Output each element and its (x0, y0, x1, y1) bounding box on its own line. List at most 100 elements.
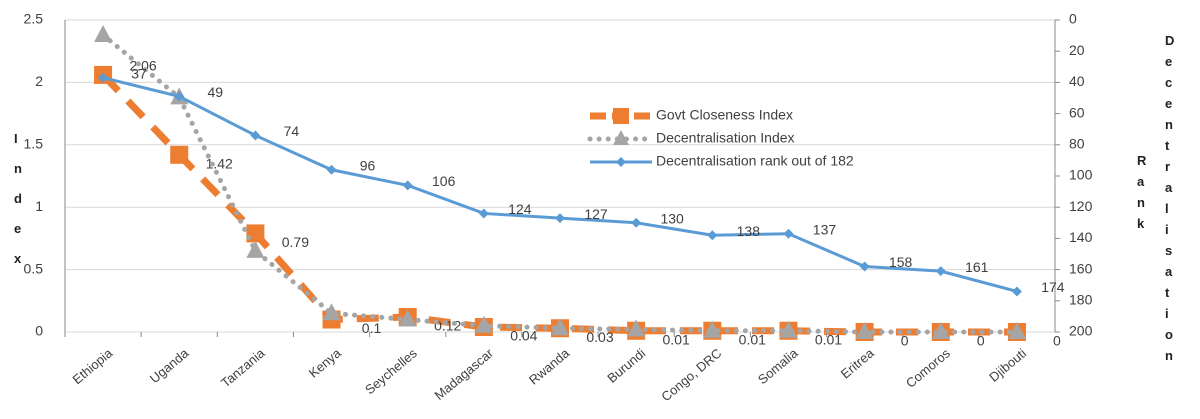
y2-tick-label: 80 (1069, 136, 1085, 152)
data-label: 0.01 (815, 331, 842, 347)
y2-axis-letter: n (1137, 195, 1145, 210)
x-tick-label: Kenya (306, 345, 344, 381)
data-label: 0.04 (510, 328, 537, 344)
y2-axis-letter: c (1165, 75, 1172, 90)
marker (859, 261, 870, 272)
marker (326, 164, 337, 175)
marker (402, 180, 413, 191)
y2-axis-letter: l (1165, 201, 1169, 216)
data-label: 49 (207, 84, 223, 100)
y2-axis-letter: n (1165, 117, 1173, 132)
series-line (100, 72, 1017, 336)
marker (555, 213, 565, 224)
series-line (102, 76, 1018, 293)
y2-tick-label: 0 (1069, 11, 1077, 27)
marker (935, 266, 946, 277)
legend-marker (616, 157, 626, 167)
data-label: 1.42 (206, 155, 233, 171)
legend-label: Decentralisation rank out of 182 (656, 153, 854, 169)
marker (931, 322, 950, 339)
y2-axis-letter: t (1165, 285, 1170, 300)
legend-label: Decentralisation Index (656, 130, 795, 146)
x-tick-label: Rwanda (526, 345, 573, 388)
data-label: 0.01 (739, 331, 766, 347)
marker (246, 240, 265, 258)
y2-tick-label: 20 (1069, 42, 1085, 58)
marker (322, 303, 341, 321)
marker (703, 320, 722, 338)
x-tick-label: Burundi (604, 345, 648, 385)
y2-tick-label: 140 (1069, 229, 1093, 245)
x-tick-label: Madagascar (432, 345, 497, 403)
data-label: 37 (131, 65, 147, 81)
data-label: 96 (360, 157, 376, 173)
data-label: 74 (284, 123, 300, 139)
y-axis-letter: n (14, 161, 22, 176)
data-label: 127 (584, 206, 608, 222)
data-label: 0.01 (663, 331, 690, 347)
marker (474, 315, 493, 333)
y2-axis-letter: s (1165, 243, 1172, 258)
y2-axis-letter: R (1137, 153, 1147, 168)
data-label: 137 (813, 221, 837, 237)
marker (478, 208, 489, 219)
x-tick-label: Uganda (147, 345, 192, 386)
y-tick-label: 2 (35, 73, 43, 89)
marker (1007, 322, 1026, 339)
y-axis-letter: x (14, 251, 22, 266)
data-label: 158 (889, 254, 913, 270)
marker (98, 72, 109, 83)
y2-axis-letter: e (1165, 96, 1172, 111)
data-label: 0.1 (362, 320, 382, 336)
y2-axis-letter: a (1165, 264, 1173, 279)
series-line (100, 32, 1020, 335)
data-label: 138 (737, 223, 761, 239)
x-tick-label: Djibouti (986, 345, 1029, 384)
y2-tick-label: 200 (1069, 323, 1093, 339)
y2-axis-letter: r (1165, 159, 1170, 174)
data-label: 0 (901, 333, 909, 349)
marker (174, 91, 185, 102)
data-label: 0 (1053, 333, 1061, 349)
data-label: 161 (965, 259, 989, 275)
y2-tick-label: 120 (1069, 198, 1093, 214)
marker (783, 228, 794, 239)
data-label: 2.06 (129, 58, 156, 74)
y-tick-label: 0 (35, 323, 43, 339)
y2-axis-letter: i (1165, 222, 1169, 237)
y2-tick-label: 60 (1069, 104, 1085, 120)
x-tick-label: Comoros (903, 345, 953, 391)
y2-axis-letter: n (1165, 348, 1173, 363)
marker (250, 130, 261, 141)
y2-axis-letter: a (1165, 180, 1173, 195)
x-tick-label: Seychelles (362, 345, 420, 397)
y2-tick-label: 160 (1069, 260, 1093, 276)
marker (398, 309, 417, 327)
data-label: 130 (660, 211, 684, 227)
y-tick-label: 1 (35, 198, 43, 214)
y2-axis-letter: e (1165, 54, 1172, 69)
marker (94, 24, 113, 42)
y2-axis-letter: a (1137, 174, 1145, 189)
marker (855, 322, 874, 339)
data-label: 0.12 (434, 318, 461, 334)
marker (627, 319, 646, 337)
y-axis-letter: I (14, 131, 18, 146)
y2-axis-letter: o (1165, 327, 1173, 342)
legend-marker (613, 130, 629, 145)
data-label: 124 (508, 201, 532, 217)
y-axis-letter: d (14, 191, 22, 206)
y2-tick-label: 180 (1069, 292, 1093, 308)
data-label: 106 (432, 173, 456, 189)
data-label: 174 (1041, 279, 1065, 295)
y-tick-label: 0.5 (24, 260, 44, 276)
marker (551, 318, 569, 336)
marker (779, 320, 798, 338)
marker (707, 230, 718, 241)
y2-axis-letter: i (1165, 306, 1169, 321)
y2-axis-letter: D (1165, 33, 1174, 48)
data-label: 0.79 (282, 234, 309, 250)
